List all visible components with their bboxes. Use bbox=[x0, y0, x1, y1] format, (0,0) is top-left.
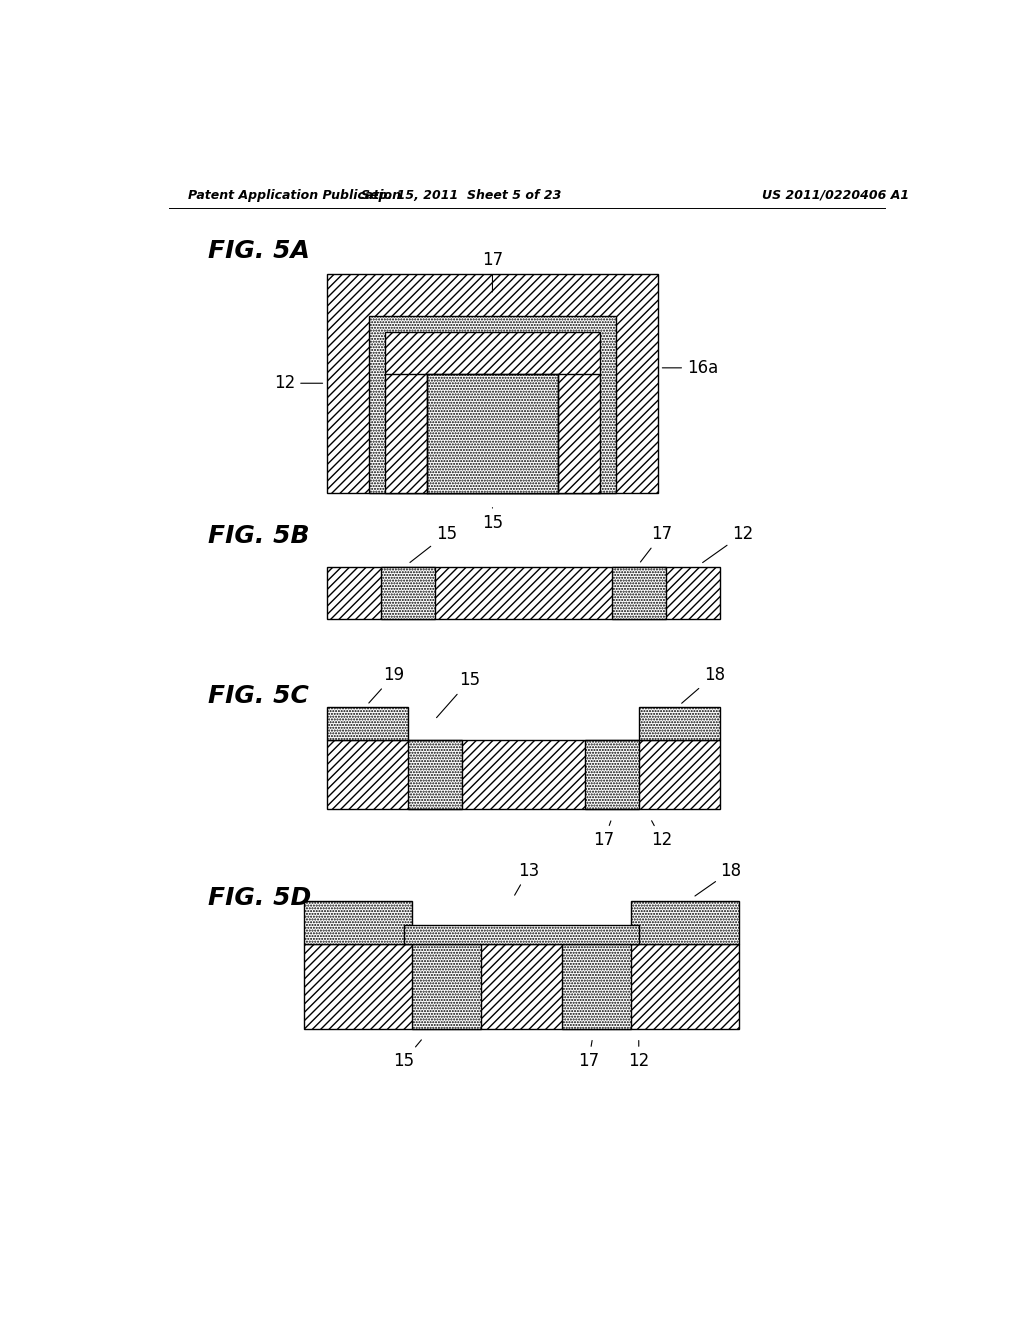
Bar bbox=[370, 317, 615, 494]
Bar bbox=[427, 374, 558, 494]
Text: US 2011/0220406 A1: US 2011/0220406 A1 bbox=[762, 189, 909, 202]
Text: 13: 13 bbox=[515, 862, 540, 895]
Text: 12: 12 bbox=[702, 525, 754, 562]
Bar bbox=[304, 902, 412, 944]
Bar bbox=[385, 331, 600, 494]
Text: Patent Application Publication: Patent Application Publication bbox=[188, 189, 401, 202]
Bar bbox=[412, 944, 481, 1028]
Text: 18: 18 bbox=[682, 667, 725, 704]
Bar bbox=[327, 566, 720, 619]
Text: FIG. 5C: FIG. 5C bbox=[208, 684, 308, 708]
Text: 19: 19 bbox=[369, 667, 404, 704]
Bar bbox=[403, 924, 639, 944]
Text: 15: 15 bbox=[410, 525, 457, 562]
Bar bbox=[370, 317, 615, 494]
Text: FIG. 5B: FIG. 5B bbox=[208, 524, 309, 548]
Text: 12: 12 bbox=[274, 375, 323, 392]
Text: 12: 12 bbox=[651, 821, 673, 849]
Text: 15: 15 bbox=[436, 672, 480, 718]
Text: Sep. 15, 2011  Sheet 5 of 23: Sep. 15, 2011 Sheet 5 of 23 bbox=[361, 189, 562, 202]
Text: 17: 17 bbox=[482, 251, 503, 292]
Bar bbox=[381, 566, 435, 619]
Bar bbox=[327, 708, 408, 739]
Text: 15: 15 bbox=[393, 1040, 422, 1069]
Text: 16a: 16a bbox=[663, 359, 718, 376]
Text: FIG. 5A: FIG. 5A bbox=[208, 239, 309, 263]
Bar bbox=[631, 902, 739, 944]
Bar bbox=[639, 708, 720, 739]
Bar bbox=[611, 566, 666, 619]
Text: 17: 17 bbox=[640, 525, 673, 562]
Bar bbox=[408, 739, 462, 809]
Bar bbox=[385, 331, 600, 494]
Bar bbox=[562, 944, 631, 1028]
Text: 18: 18 bbox=[695, 862, 741, 896]
Bar bbox=[427, 374, 558, 494]
Bar bbox=[585, 739, 639, 809]
Text: 15: 15 bbox=[482, 508, 503, 532]
Bar bbox=[327, 275, 658, 494]
Text: 17: 17 bbox=[579, 1040, 599, 1069]
Bar bbox=[327, 739, 720, 809]
Text: FIG. 5D: FIG. 5D bbox=[208, 886, 311, 909]
Text: 12: 12 bbox=[628, 1040, 649, 1069]
Bar bbox=[304, 944, 739, 1028]
Text: 17: 17 bbox=[594, 821, 614, 849]
